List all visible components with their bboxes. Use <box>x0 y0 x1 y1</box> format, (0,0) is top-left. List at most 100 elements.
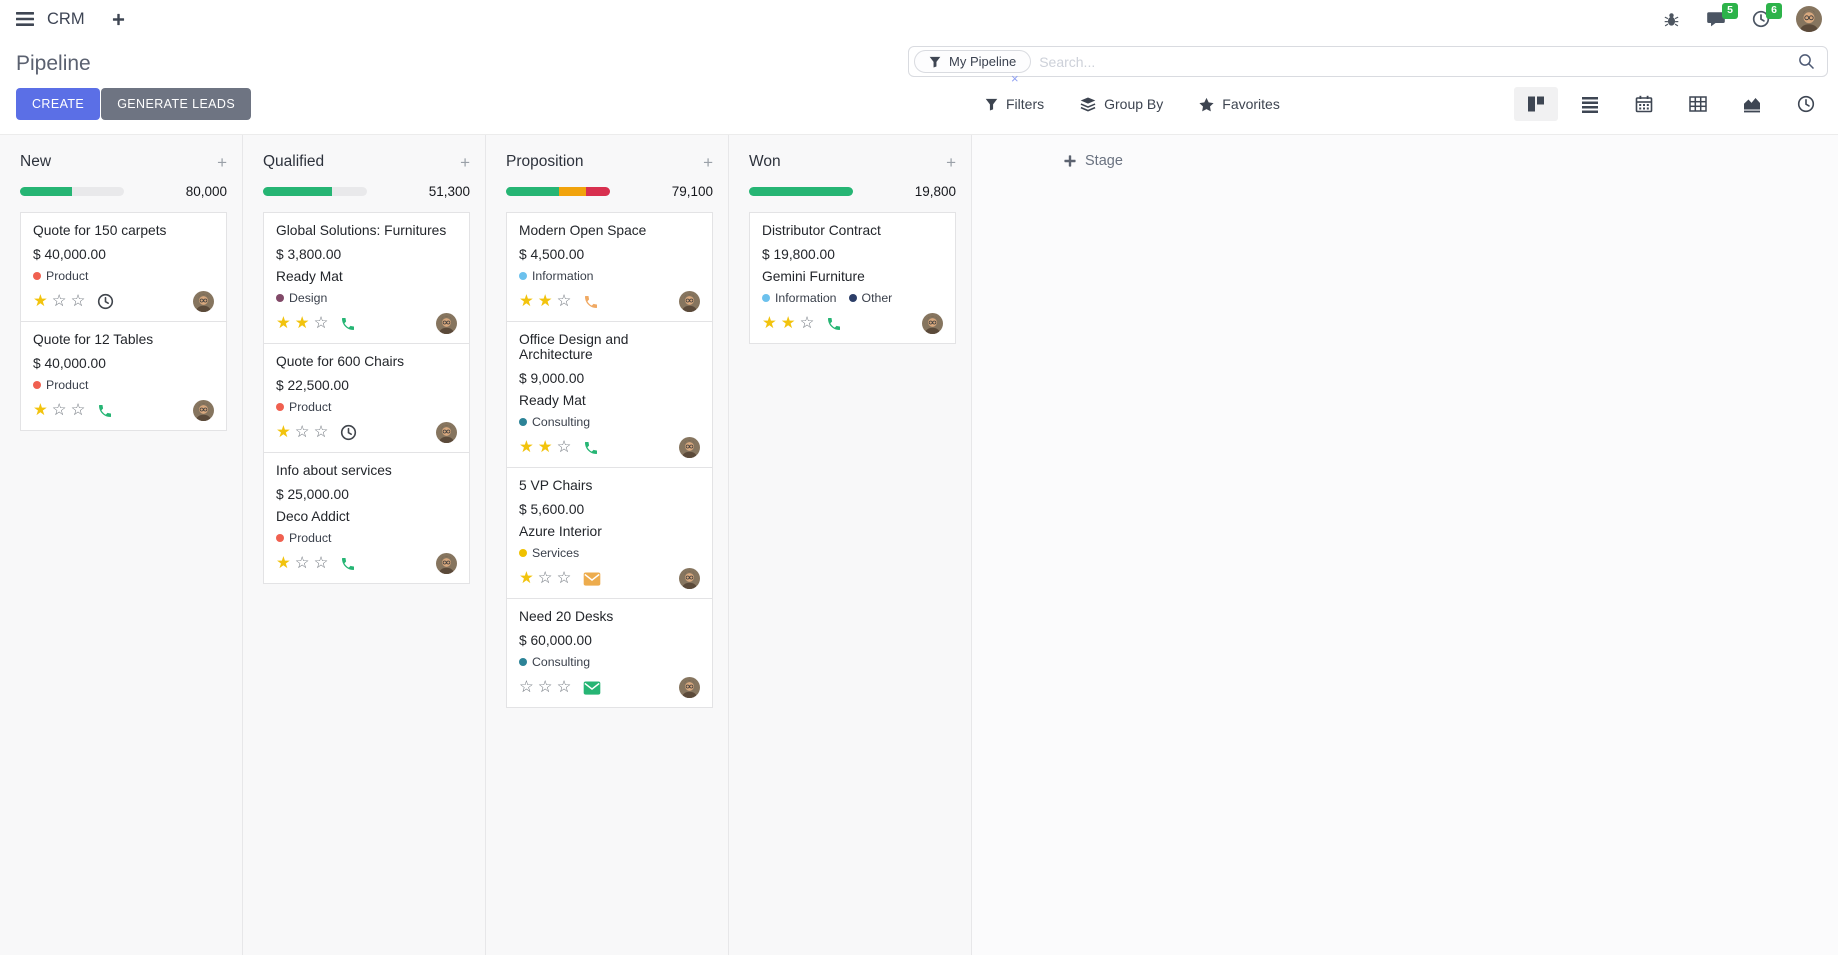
priority-star[interactable]: ☆ <box>51 292 67 311</box>
debug-bug-icon[interactable] <box>1663 11 1680 28</box>
menu-icon[interactable] <box>16 12 34 26</box>
salesperson-avatar[interactable] <box>193 400 214 421</box>
priority-star[interactable]: ☆ <box>556 678 572 697</box>
view-switch-pivot[interactable] <box>1676 87 1720 121</box>
salesperson-avatar[interactable] <box>679 437 700 458</box>
priority-star[interactable]: ★ <box>276 314 291 333</box>
column-progressbar[interactable] <box>749 187 853 196</box>
priority-star[interactable]: ☆ <box>556 569 572 588</box>
priority-star[interactable]: ☆ <box>556 438 572 457</box>
priority-star[interactable]: ☆ <box>70 292 86 311</box>
priority-star[interactable]: ★ <box>276 554 291 573</box>
facet-close-icon[interactable]: × <box>1011 71 1019 86</box>
column-progressbar[interactable] <box>506 187 610 196</box>
priority-star[interactable]: ★ <box>294 314 310 333</box>
kanban-card[interactable]: Need 20 Desks $ 60,000.00 Consulting ☆ ☆ ☆ <box>506 598 713 708</box>
salesperson-avatar[interactable] <box>193 291 214 312</box>
card-amount: $ 3,800.00 <box>276 247 342 262</box>
activities-menu[interactable]: 6 <box>1752 3 1782 28</box>
activity-phone-icon[interactable] <box>340 316 356 332</box>
activity-phone-icon[interactable] <box>97 403 113 419</box>
activity-phone-icon[interactable] <box>340 556 356 572</box>
view-switch-list[interactable] <box>1568 87 1612 121</box>
column-add-icon[interactable]: + <box>460 152 470 172</box>
priority-star[interactable]: ☆ <box>313 423 329 442</box>
group-by-menu[interactable]: Group By <box>1080 96 1163 112</box>
favorites-menu[interactable]: Favorites <box>1199 96 1280 112</box>
progress-segment-success[interactable] <box>20 187 72 196</box>
app-name[interactable]: CRM <box>47 9 85 28</box>
add-menu-icon[interactable] <box>112 13 125 26</box>
priority-star[interactable]: ☆ <box>519 678 534 697</box>
priority-star[interactable]: ☆ <box>294 423 310 442</box>
activity-phone-icon[interactable] <box>826 316 842 332</box>
priority-star[interactable]: ★ <box>537 292 553 311</box>
priority-star[interactable]: ☆ <box>556 292 572 311</box>
salesperson-avatar[interactable] <box>436 313 457 334</box>
salesperson-avatar[interactable] <box>679 291 700 312</box>
search-bar[interactable]: My Pipeline × <box>908 46 1828 85</box>
search-input[interactable] <box>1031 53 1798 70</box>
progress-segment-danger[interactable] <box>586 187 610 196</box>
priority-star[interactable]: ★ <box>780 314 796 333</box>
column-progressbar[interactable] <box>263 187 367 196</box>
priority-star[interactable]: ★ <box>762 314 777 333</box>
kanban-card[interactable]: Quote for 600 Chairs $ 22,500.00 Product… <box>263 343 470 453</box>
priority-star[interactable]: ★ <box>33 401 48 420</box>
column-add-icon[interactable]: + <box>703 152 713 172</box>
salesperson-avatar[interactable] <box>436 553 457 574</box>
kanban-card[interactable]: Modern Open Space $ 4,500.00 Information… <box>506 212 713 322</box>
priority-star[interactable]: ★ <box>519 438 534 457</box>
card-amount: $ 25,000.00 <box>276 487 349 502</box>
priority-star[interactable]: ☆ <box>799 314 815 333</box>
progress-segment-success[interactable] <box>749 187 853 196</box>
kanban-card[interactable]: Distributor Contract $ 19,800.00 Gemini … <box>749 212 956 344</box>
view-switch-kanban[interactable] <box>1514 87 1558 121</box>
activity-phone-icon[interactable] <box>583 294 599 310</box>
priority-star[interactable]: ☆ <box>51 401 67 420</box>
activity-phone-icon[interactable] <box>583 440 599 456</box>
salesperson-avatar[interactable] <box>679 677 700 698</box>
salesperson-avatar[interactable] <box>679 568 700 589</box>
priority-star[interactable]: ★ <box>537 438 553 457</box>
priority-star[interactable]: ☆ <box>313 554 329 573</box>
view-switch-graph[interactable] <box>1730 87 1774 121</box>
progress-segment-warning[interactable] <box>559 187 587 196</box>
priority-star[interactable]: ★ <box>33 292 48 311</box>
activity-envelope-icon[interactable] <box>583 571 601 586</box>
priority-star[interactable]: ☆ <box>294 554 310 573</box>
search-icon[interactable] <box>1798 53 1815 70</box>
kanban-card[interactable]: Office Design and Architecture $ 9,000.0… <box>506 321 713 468</box>
progress-segment-success[interactable] <box>506 187 560 196</box>
column-add-icon[interactable]: + <box>217 152 227 172</box>
activity-envelope-icon[interactable] <box>583 680 601 695</box>
user-avatar[interactable] <box>1796 6 1822 32</box>
search-facet[interactable]: My Pipeline <box>914 50 1032 73</box>
kanban-card[interactable]: Global Solutions: Furnitures $ 3,800.00 … <box>263 212 470 344</box>
priority-star[interactable]: ★ <box>519 569 534 588</box>
kanban-card[interactable]: Quote for 12 Tables $ 40,000.00 Product … <box>20 321 227 431</box>
kanban-card[interactable]: Quote for 150 carpets $ 40,000.00 Produc… <box>20 212 227 322</box>
messages-menu[interactable]: 5 <box>1706 3 1738 28</box>
priority-star[interactable]: ★ <box>276 423 291 442</box>
priority-star[interactable]: ★ <box>519 292 534 311</box>
progress-segment-success[interactable] <box>263 187 332 196</box>
column-progressbar[interactable] <box>20 187 124 196</box>
filters-menu[interactable]: Filters <box>985 96 1044 112</box>
salesperson-avatar[interactable] <box>436 422 457 443</box>
salesperson-avatar[interactable] <box>922 313 943 334</box>
priority-star[interactable]: ☆ <box>537 569 553 588</box>
activity-clock-icon[interactable] <box>97 293 114 310</box>
priority-star[interactable]: ☆ <box>537 678 553 697</box>
kanban-card[interactable]: Info about services $ 25,000.00 Deco Add… <box>263 452 470 584</box>
view-switch-calendar[interactable] <box>1622 87 1666 121</box>
priority-star[interactable]: ☆ <box>70 401 86 420</box>
view-switch-activity[interactable] <box>1784 87 1828 121</box>
priority-star[interactable]: ☆ <box>313 314 329 333</box>
kanban-card[interactable]: 5 VP Chairs $ 5,600.00 Azure Interior Se… <box>506 467 713 599</box>
create-button[interactable]: CREATE <box>16 88 101 120</box>
activity-clock-icon[interactable] <box>340 424 357 441</box>
column-add-icon[interactable]: + <box>946 152 956 172</box>
generate-leads-button[interactable]: GENERATE LEADS <box>101 88 252 120</box>
add-stage-button[interactable]: Stage <box>1064 153 1123 169</box>
